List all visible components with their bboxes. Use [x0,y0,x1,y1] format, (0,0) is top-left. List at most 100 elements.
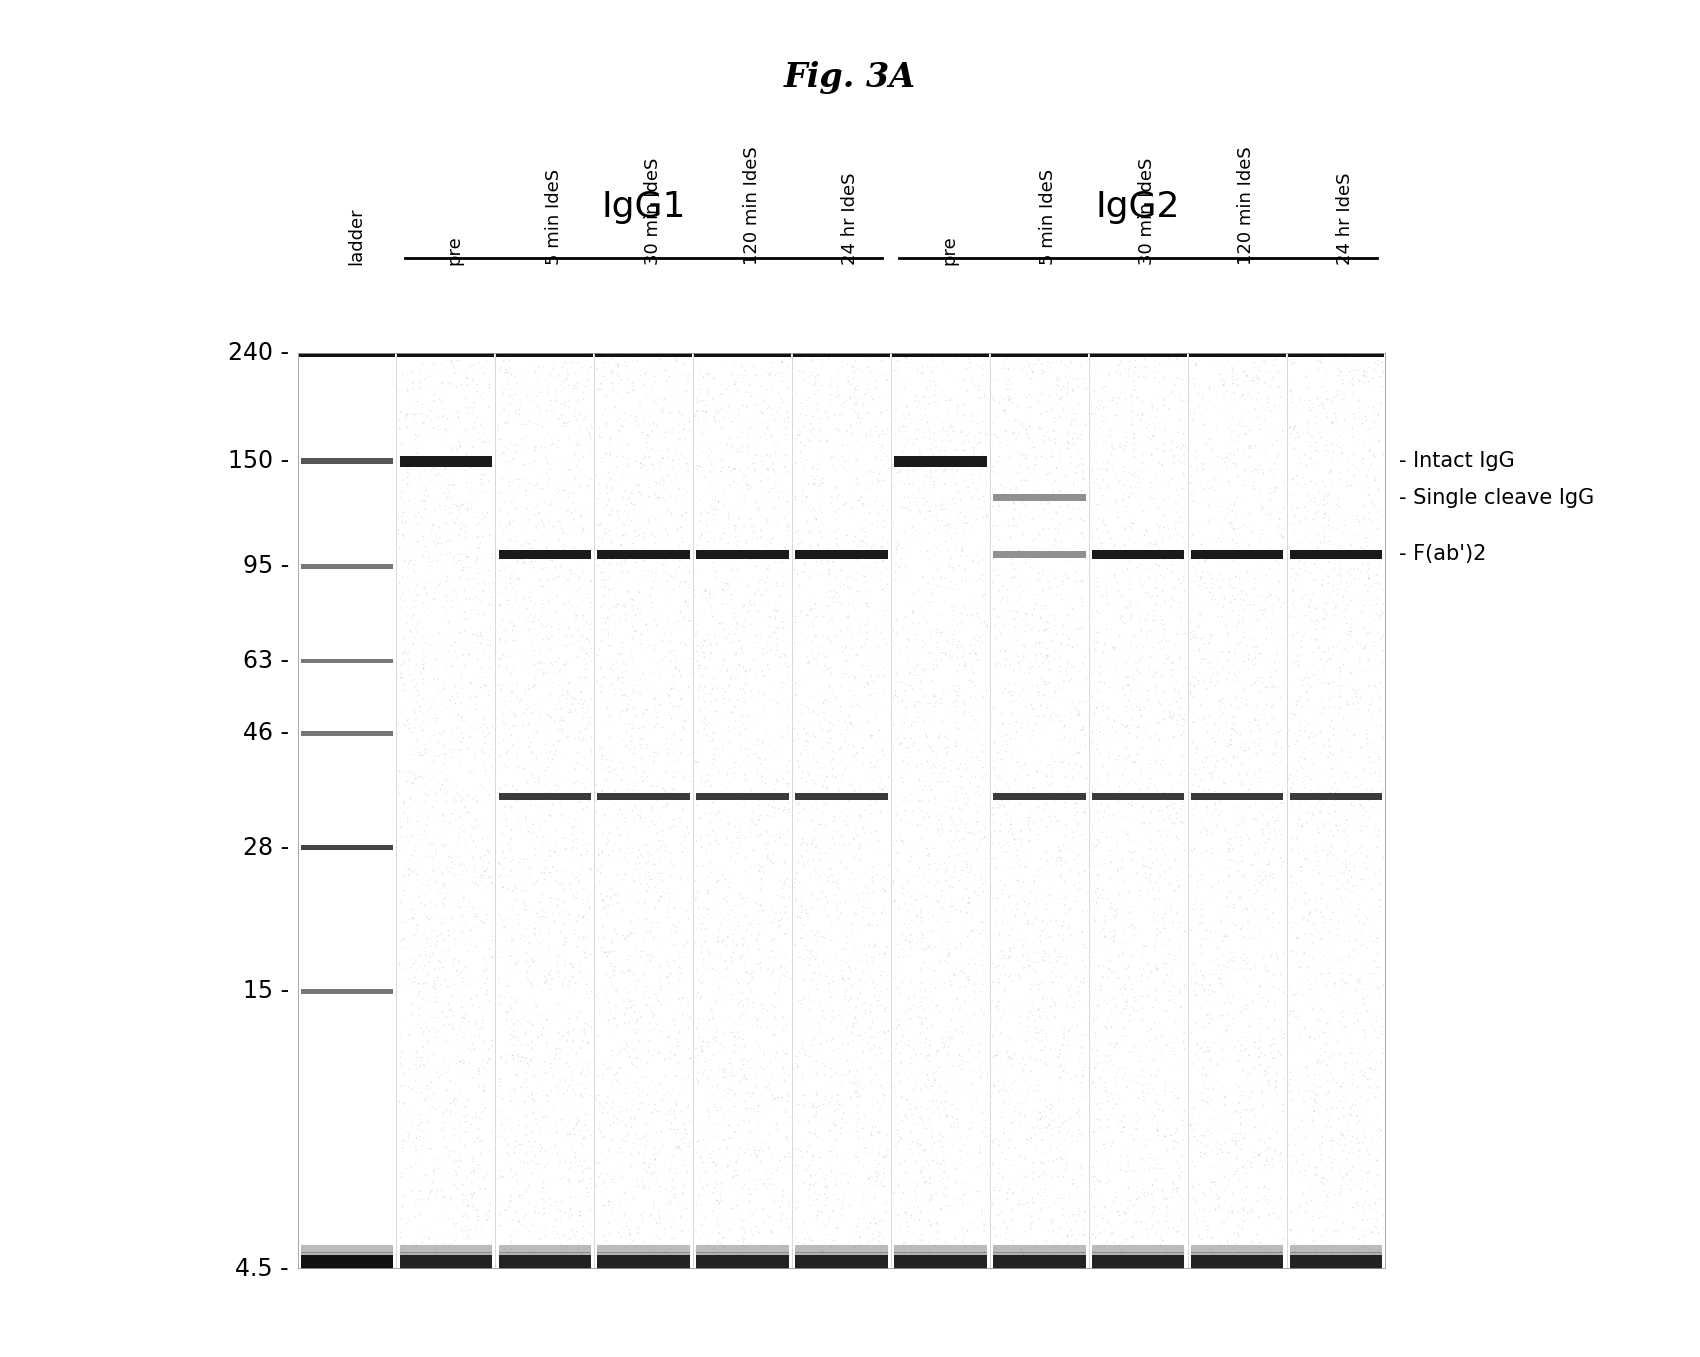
Point [1268,1007,1295,1029]
Point [1266,847,1294,868]
Point [928,1183,955,1205]
Point [1164,1132,1192,1153]
Point [799,1092,826,1114]
Point [619,917,646,939]
Point [1195,1120,1222,1141]
Point [925,1057,952,1079]
Point [561,776,588,798]
Point [654,1120,682,1141]
Point [1120,624,1148,646]
Point [1161,988,1188,1010]
Point [819,1201,847,1223]
Point [400,569,427,590]
Point [794,835,821,856]
Point [993,1098,1020,1120]
Point [396,627,423,649]
Point [719,1213,746,1235]
Point [937,389,964,411]
Point [1261,691,1289,712]
Point [661,1065,689,1087]
Point [1204,446,1231,468]
Point [590,562,617,584]
Point [911,1117,938,1139]
Point [1005,676,1032,697]
Point [1232,423,1260,445]
Point [758,398,785,419]
Point [452,1202,479,1224]
Point [559,1030,586,1052]
Point [1015,955,1042,977]
Point [745,650,772,672]
Point [955,924,983,946]
Point [733,529,760,551]
Point [695,531,722,552]
Point [1083,697,1110,719]
Text: pre: pre [940,235,959,265]
Point [1137,1030,1164,1052]
Point [1270,1027,1297,1049]
Point [445,1102,473,1124]
Point [632,613,660,635]
Point [1290,1091,1318,1113]
Point [1176,612,1204,634]
Point [559,482,586,503]
Point [1222,532,1250,554]
Point [1098,896,1125,917]
Point [588,877,615,898]
Point [1270,429,1297,451]
Point [665,749,692,771]
Point [1239,1231,1266,1253]
Point [615,487,643,509]
Point [1122,1008,1149,1030]
Point [721,863,748,885]
Point [1047,1159,1074,1181]
Point [624,1253,651,1274]
Point [1069,968,1096,989]
Point [994,385,1022,407]
Point [1119,665,1146,687]
Point [617,1052,644,1073]
Point [1115,642,1142,664]
Point [593,1006,620,1027]
Point [1022,1018,1049,1039]
Point [717,632,745,654]
Point [1078,687,1105,708]
Point [405,502,432,524]
Point [1142,1168,1170,1190]
Point [400,1179,427,1201]
Point [971,491,998,513]
Point [1083,995,1110,1016]
Point [416,1098,444,1120]
Point [1244,668,1272,689]
Point [1275,768,1302,790]
Point [539,673,566,695]
Point [405,535,432,556]
Point [670,650,697,672]
Point [559,830,586,852]
Point [622,1236,649,1258]
Point [1103,1201,1130,1223]
Point [518,1083,546,1105]
Point [437,569,464,590]
Point [1195,737,1222,759]
Point [1161,792,1188,814]
Point [493,436,520,457]
Point [1005,673,1032,695]
Point [772,411,799,433]
Point [593,783,620,805]
Point [966,1033,993,1054]
Point [688,1215,716,1236]
Point [991,525,1018,547]
Point [1164,1221,1192,1243]
Point [1318,1130,1345,1152]
Point [1368,1125,1396,1147]
Point [1042,995,1069,1016]
Point [1062,1229,1090,1251]
Point [821,586,848,608]
Point [632,362,660,384]
Point [478,738,505,760]
Point [714,892,741,913]
Point [1001,558,1028,579]
Point [915,1098,942,1120]
Point [1190,968,1217,989]
